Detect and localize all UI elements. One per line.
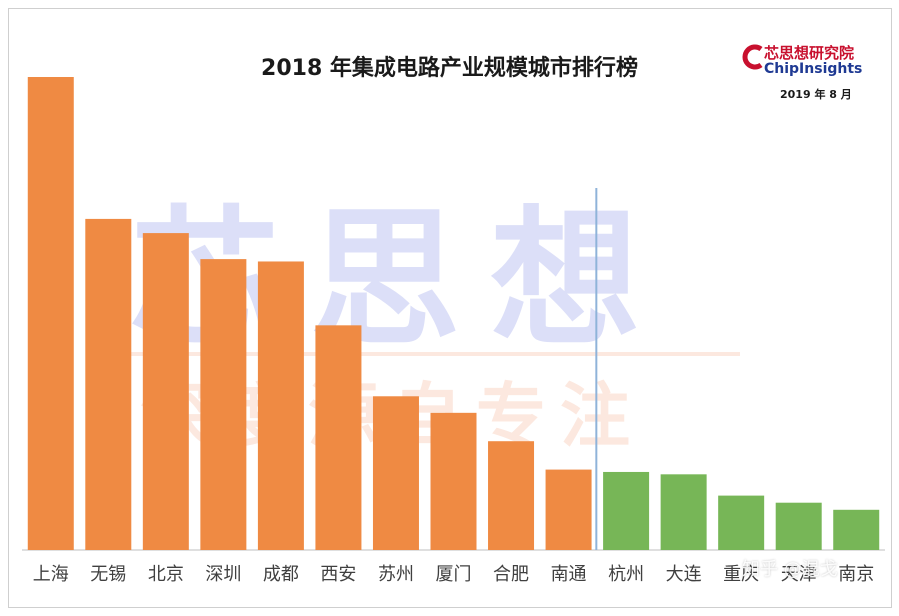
bar-2 [85,218,132,550]
x-tick-label-3: 北京 [148,564,184,585]
bar-13 [718,495,765,550]
brand-c-logo-icon [742,44,763,70]
x-tick-label-4: 深圳 [205,564,241,585]
bar-7 [372,396,419,550]
bar-10 [545,469,592,550]
bar-14 [775,502,822,550]
brand-logo-block: 芯思想研究院 ChipInsights 2019 年 8 月 [742,42,872,102]
brand-date: 2019 年 8 月 [780,88,852,101]
bar-1 [27,77,74,550]
watermark-rule [110,352,740,356]
x-tick-label-9: 合肥 [493,564,529,585]
x-tick-label-13: 重庆 [723,564,759,585]
x-tick-label-12: 大连 [666,564,702,585]
bar-6 [315,325,362,550]
chart-title: 2018 年集成电路产业规模城市排行榜 [261,56,638,81]
brand-name-cn: 芯思想研究院 [764,44,855,62]
bar-11 [603,471,650,550]
x-tick-label-7: 苏州 [378,564,414,585]
bar-9 [488,441,535,550]
x-tick-label-11: 杭州 [608,564,644,585]
x-tick-label-10: 南通 [551,564,587,585]
bar-3 [142,233,189,550]
x-tick-label-1: 上海 [33,564,69,585]
bar-8 [430,412,477,550]
source-watermark: 知乎 @混戈 [742,559,838,580]
bar-15 [833,509,880,550]
x-tick-label-2: 无锡 [90,564,126,585]
bar-12 [660,474,707,550]
x-tick-label-14: 天津 [781,564,817,585]
brand-name-en: ChipInsights [764,61,863,77]
x-tick-label-8: 厦门 [436,564,472,585]
x-tick-label-5: 成都 [263,564,299,585]
bar-4 [200,259,247,550]
x-tick-label-6: 西安 [320,564,356,585]
bar-5 [257,261,304,550]
x-tick-label-15: 南京 [838,564,874,585]
